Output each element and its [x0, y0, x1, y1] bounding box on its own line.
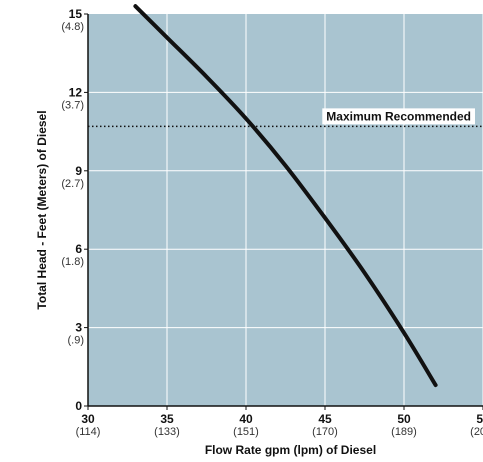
x-axis-title: Flow Rate gpm (lpm) of Diesel	[205, 443, 376, 457]
x-tick-labels: 30(114) 35(133) 40(151) 45(170) 50(189) 55(20…	[76, 412, 483, 438]
x-tick-sublabel: (151)	[233, 426, 259, 438]
y-tick-label: 3	[75, 321, 82, 335]
axes-layer	[84, 13, 483, 410]
y-tick-label: 15	[69, 7, 83, 21]
x-tick-label: 55	[476, 412, 483, 426]
y-axis-title: Total Head - Feet (Meters) of Diesel	[35, 110, 49, 309]
x-tick-label: 35	[160, 412, 174, 426]
y-tick-label: 6	[75, 242, 82, 256]
x-tick-sublabel: (189)	[391, 426, 417, 438]
x-tick-sublabel: (170)	[312, 426, 338, 438]
y-tick-sublabel: (4.8)	[61, 21, 84, 33]
y-tick-labels: 0 3(.9) 6(1.8) 9(2.7) 12(3.7) 15(4.8)	[61, 7, 84, 413]
y-tick-label: 0	[75, 399, 82, 413]
y-tick-sublabel: (.9)	[68, 335, 85, 347]
x-tick-sublabel: (133)	[154, 426, 180, 438]
y-tick-label: 12	[69, 85, 83, 99]
x-tick-label: 40	[239, 412, 253, 426]
performance-curve	[133, 4, 438, 388]
x-tick-label: 50	[397, 412, 411, 426]
x-tick-sublabel: (114)	[76, 426, 101, 438]
max-recommended-label-box	[322, 108, 475, 125]
x-tick-sublabel: (208)	[470, 426, 483, 438]
y-tick-sublabel: (1.8)	[61, 256, 84, 268]
series-layer	[133, 4, 438, 388]
plot-area	[88, 14, 483, 406]
y-tick-sublabel: (3.7)	[61, 99, 84, 111]
x-tick-label: 30	[81, 412, 95, 426]
x-tick-label: 45	[318, 412, 332, 426]
max-recommended-label: Maximum Recommended	[326, 109, 471, 123]
y-tick-sublabel: (2.7)	[61, 178, 84, 190]
grid-lines	[88, 14, 483, 406]
y-tick-label: 9	[75, 164, 82, 178]
annotation-layer: Maximum Recommended	[88, 108, 483, 128]
